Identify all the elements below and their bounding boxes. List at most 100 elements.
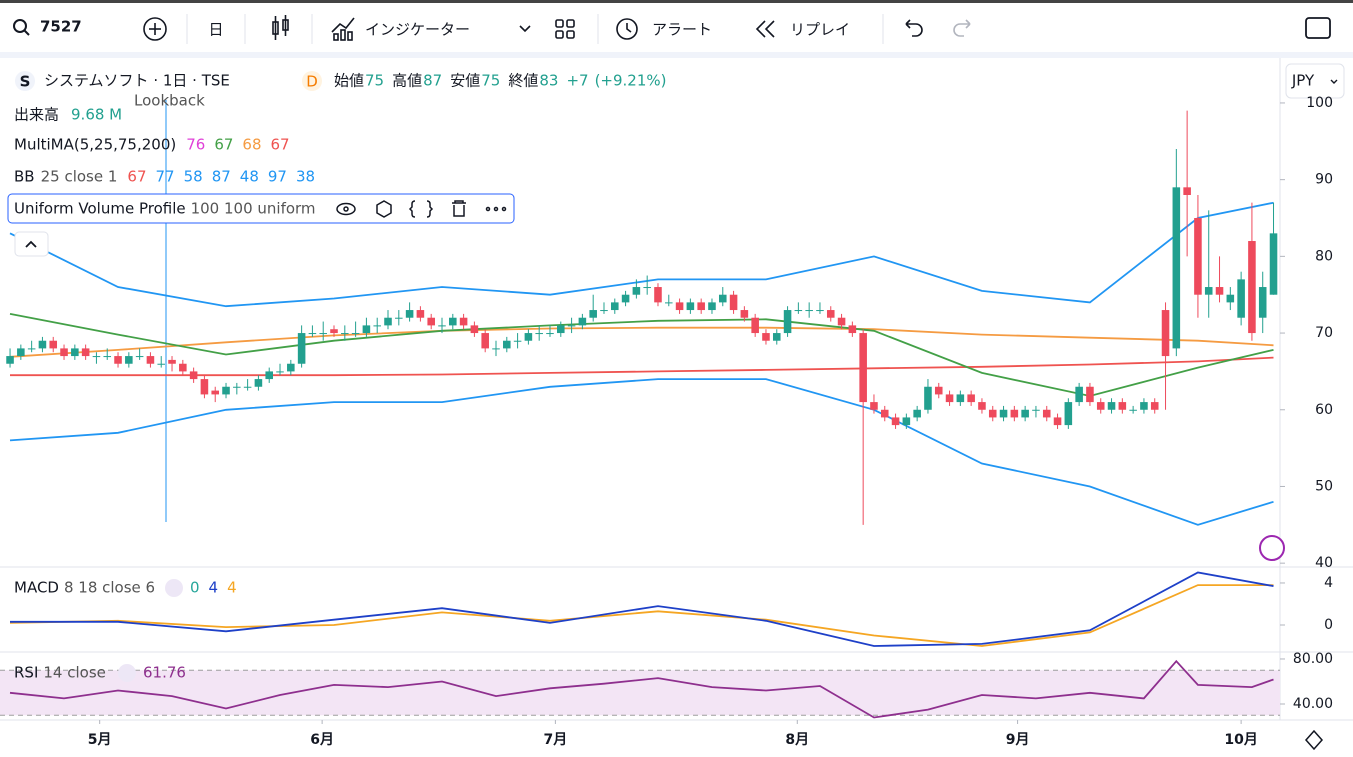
candle-body bbox=[6, 356, 14, 364]
fullscreen-button[interactable] bbox=[1305, 17, 1331, 39]
settings-button[interactable] bbox=[1304, 729, 1324, 751]
candle-body bbox=[233, 386, 241, 388]
currency-label[interactable]: JPY bbox=[1291, 72, 1315, 90]
candle-body bbox=[319, 333, 327, 335]
candle-body bbox=[405, 310, 414, 318]
candle-body bbox=[265, 371, 273, 380]
interval-button[interactable]: 日 bbox=[208, 21, 223, 39]
candle-body bbox=[708, 302, 716, 311]
candle-body bbox=[1129, 409, 1137, 411]
y-tick-label: 100 bbox=[1306, 95, 1333, 111]
candle-body bbox=[1140, 402, 1148, 410]
candle-body bbox=[1183, 187, 1191, 195]
bb-value: 38 bbox=[296, 168, 315, 186]
macd-sync-icon[interactable] bbox=[165, 579, 183, 597]
ohlc-label: 終値 bbox=[508, 72, 538, 90]
search-icon[interactable] bbox=[13, 19, 30, 36]
candle-body bbox=[1086, 386, 1094, 403]
rsi-band bbox=[0, 670, 1280, 716]
legend-actions[interactable] bbox=[336, 200, 507, 218]
pane-value: 61.76 bbox=[143, 664, 186, 682]
indicator-line bbox=[9, 659, 1274, 719]
candle-body bbox=[999, 409, 1008, 418]
pane-title: RSI bbox=[14, 664, 38, 682]
currency-dropdown-icon bbox=[1330, 79, 1338, 84]
chart-type-button[interactable] bbox=[272, 15, 289, 40]
candle-body bbox=[1248, 241, 1256, 334]
ma-label: MultiMA(5,25,75,200) bbox=[14, 136, 176, 154]
symbol-logo-letter: S bbox=[20, 73, 31, 91]
candle-body bbox=[1042, 409, 1051, 418]
lightning-button[interactable] bbox=[1259, 535, 1285, 561]
alert-button[interactable]: アラート bbox=[652, 21, 712, 39]
y-tick-label: 50 bbox=[1315, 478, 1333, 494]
x-tick-label: 8月 bbox=[785, 732, 809, 748]
alert-icon[interactable] bbox=[616, 18, 638, 40]
indicators-button[interactable]: インジケーター bbox=[365, 21, 470, 39]
replay-button[interactable]: リプレイ bbox=[790, 21, 850, 39]
add-symbol-button[interactable] bbox=[143, 17, 167, 41]
vp-params: 100 100 uniform bbox=[191, 200, 316, 218]
candle-body bbox=[783, 310, 792, 334]
candle-body bbox=[200, 379, 209, 395]
candle-body bbox=[168, 359, 176, 364]
candle-body bbox=[1161, 310, 1170, 357]
candle-body bbox=[81, 348, 90, 357]
candle-body bbox=[71, 348, 79, 357]
candle-body bbox=[243, 386, 252, 388]
candle-body bbox=[438, 325, 446, 327]
candle-body bbox=[17, 348, 25, 357]
bb-value: 87 bbox=[212, 168, 231, 186]
candle-body bbox=[611, 302, 619, 311]
y-tick-label: 4 bbox=[1324, 575, 1333, 591]
candle-body bbox=[1172, 187, 1181, 349]
rsi-sync-icon[interactable] bbox=[118, 664, 136, 682]
indicators-icon[interactable] bbox=[331, 17, 355, 41]
candle-body bbox=[913, 409, 921, 418]
candle-body bbox=[1107, 402, 1116, 410]
candle-body bbox=[92, 356, 101, 358]
bb-value: 97 bbox=[268, 168, 287, 186]
pane-value: 0 bbox=[190, 579, 200, 597]
candle-body bbox=[351, 333, 360, 335]
candle-body bbox=[718, 294, 727, 303]
candle-body bbox=[1237, 279, 1245, 318]
pane-value: 4 bbox=[209, 579, 219, 597]
ohlc-label: 安値 bbox=[450, 72, 480, 90]
redo-button[interactable] bbox=[953, 19, 971, 37]
candle-body bbox=[1150, 402, 1159, 410]
replay-icon[interactable] bbox=[755, 20, 775, 38]
symbol-name: システムソフト · 1日 · TSE bbox=[44, 72, 230, 90]
indicator-line bbox=[9, 326, 1274, 358]
candle-body bbox=[211, 390, 220, 395]
candle-body bbox=[934, 386, 943, 395]
candle-body bbox=[1226, 294, 1235, 303]
candle-body bbox=[459, 317, 468, 326]
candle-body bbox=[492, 348, 500, 350]
dropdown-icon[interactable] bbox=[519, 25, 531, 33]
ma-value: 68 bbox=[242, 136, 261, 154]
candle-body bbox=[222, 386, 230, 395]
undo-button[interactable] bbox=[905, 19, 923, 37]
ohlc-value: 75 bbox=[365, 72, 384, 90]
ohlc-value: 75 bbox=[481, 72, 500, 90]
change: +7 bbox=[566, 72, 588, 90]
indicator-line bbox=[9, 201, 1274, 308]
candle-body bbox=[341, 333, 349, 335]
candle-body bbox=[135, 356, 144, 358]
symbol-search[interactable]: 7527 bbox=[40, 18, 82, 36]
candle-body bbox=[567, 325, 576, 327]
candle-body bbox=[1204, 287, 1213, 295]
candle-body bbox=[373, 325, 381, 327]
candle-body bbox=[513, 340, 522, 342]
candle-body bbox=[1021, 409, 1029, 418]
bb-value: 48 bbox=[240, 168, 259, 186]
layout-button[interactable] bbox=[555, 19, 575, 39]
currency-button[interactable] bbox=[1285, 63, 1345, 99]
ohlc-label: 始値 bbox=[334, 72, 364, 90]
y-tick-label: 70 bbox=[1315, 325, 1333, 341]
collapse-legend-button[interactable] bbox=[14, 231, 49, 257]
y-tick-label: 60 bbox=[1315, 402, 1333, 418]
x-tick-label: 9月 bbox=[1006, 732, 1030, 748]
